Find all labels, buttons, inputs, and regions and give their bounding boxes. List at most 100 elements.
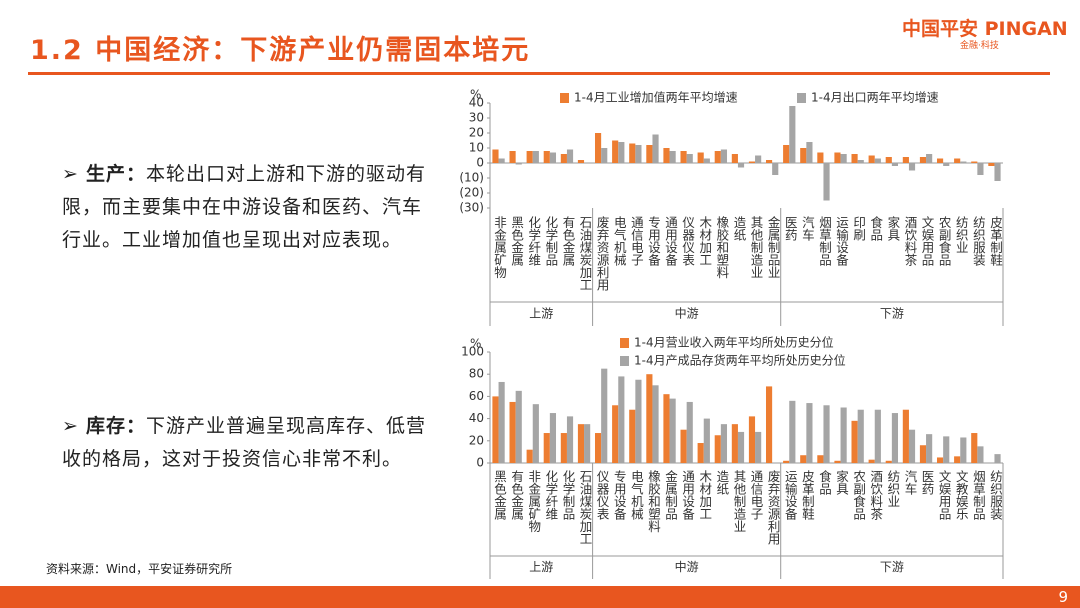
bar [772, 163, 779, 175]
bar [566, 149, 574, 163]
bar [680, 151, 687, 163]
bar [646, 374, 653, 463]
x-tick-label: 橡胶和塑料 [646, 470, 661, 533]
bar [731, 154, 738, 163]
bullet: ➢ 库存：下游产业普遍呈现高库存、低营收的格局，这对于投资信心非常不利。 [62, 415, 426, 470]
legend-label: 1-4月工业增加值两年平均增速 [574, 90, 738, 105]
x-tick-label: 其他制造业 [749, 216, 764, 279]
x-tick-label: 烟草制品 [817, 216, 832, 266]
bar [954, 456, 961, 463]
bar [954, 158, 961, 163]
bar [714, 151, 721, 163]
bar [549, 152, 557, 163]
y-tick-label: 100 [461, 345, 484, 359]
bar [755, 431, 762, 463]
x-tick-label: 石油煤炭加工 [578, 216, 593, 291]
y-tick-label: (20) [459, 186, 484, 200]
bar [936, 457, 944, 463]
x-tick-label: 有色金属 [560, 216, 575, 267]
x-tick-label: 废弃资源利用 [595, 215, 610, 292]
bar [926, 154, 933, 163]
x-tick-label: 家具 [885, 215, 900, 241]
footer-bar [0, 586, 1080, 608]
x-tick-label: 金属制品业 [766, 215, 781, 279]
x-tick-label: 纺织服装 [971, 216, 986, 267]
x-tick-label: 皮革制鞋 [800, 470, 815, 521]
x-tick-label: 运输设备 [834, 216, 849, 267]
bar [806, 142, 813, 163]
x-tick-label: 文娱用品 [937, 469, 952, 520]
x-tick-label: 酒饮料茶 [902, 216, 917, 266]
bar [526, 449, 533, 463]
bar [789, 106, 796, 163]
logo: 中国平安 PINGAN [902, 18, 1068, 40]
y-tick-label: 80 [469, 367, 484, 381]
x-tick-label: 通用设备 [680, 470, 695, 521]
bar [720, 149, 728, 163]
bar [800, 455, 807, 463]
bullet-label: 库存： [85, 415, 146, 437]
x-tick-label: 纺织业 [954, 216, 969, 254]
group-label: 上游 [529, 560, 553, 574]
bar [703, 418, 710, 463]
bar [857, 160, 864, 163]
bar [515, 390, 522, 463]
group-label: 下游 [880, 307, 904, 321]
bar [686, 401, 693, 463]
y-tick-label: 0 [476, 156, 484, 170]
x-tick-label: 化学纤维 [526, 216, 541, 266]
bar [834, 460, 841, 463]
bar [629, 409, 636, 463]
bar [720, 424, 728, 463]
bar [663, 394, 670, 463]
bar [783, 145, 790, 163]
x-tick-label: 石油煤炭加工 [578, 470, 593, 545]
bar [577, 424, 585, 463]
bar [971, 433, 978, 463]
bar [566, 416, 574, 463]
bar [891, 163, 899, 166]
bar [737, 431, 745, 463]
bar [765, 386, 773, 463]
bar [549, 413, 557, 463]
legend-label: 1-4月营业收入两年平均所处历史分位 [634, 335, 834, 350]
x-tick-label: 农副食品 [851, 470, 866, 520]
group-label: 下游 [880, 560, 904, 574]
x-tick-label: 电气机械 [629, 470, 644, 520]
bar [885, 157, 892, 163]
bar [492, 149, 499, 163]
bar [823, 163, 830, 201]
bar [618, 142, 625, 163]
bar [851, 154, 858, 163]
bar [577, 160, 585, 163]
y-tick-label: 20 [469, 126, 484, 140]
x-tick-label: 造纸 [714, 470, 729, 496]
bar [908, 429, 916, 463]
bullet-text: 本轮出口对上游和下游的驱动有限，而主要集中在中游设备和医药、汽车行业。工业增加值… [62, 163, 426, 251]
legend-swatch [797, 93, 806, 103]
bar [919, 157, 927, 163]
group-label: 中游 [675, 559, 699, 574]
legend-label: 1-4月出口两年平均增速 [811, 91, 939, 105]
bar [560, 154, 567, 163]
bar [697, 152, 704, 163]
bar [960, 437, 967, 463]
bar [868, 155, 875, 163]
legend-swatch [620, 338, 629, 348]
bar [635, 379, 642, 463]
x-tick-label: 金属制品 [663, 469, 678, 520]
x-tick-label: 运输设备 [783, 470, 798, 521]
x-tick-label: 农副食品 [937, 216, 952, 266]
x-tick-label: 化学制品 [543, 216, 558, 266]
bar [840, 407, 847, 463]
y-tick-label: 10 [469, 141, 484, 155]
bar [703, 158, 710, 163]
bullet-label: 生产： [85, 163, 146, 185]
bar [680, 429, 687, 463]
legend-label: 1-4月产成品存货两年平均所处历史分位 [634, 353, 846, 368]
x-tick-label: 烟草制品 [971, 470, 986, 520]
bar [977, 163, 984, 175]
bar [840, 154, 847, 163]
bar [988, 163, 995, 166]
